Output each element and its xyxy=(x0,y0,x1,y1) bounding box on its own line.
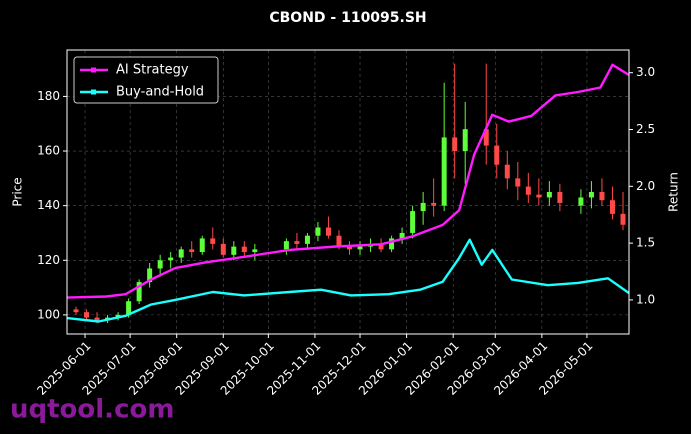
candle-body xyxy=(94,317,100,321)
watermark: uqtool.com xyxy=(10,395,174,425)
candle-body xyxy=(147,268,153,283)
legend-marker xyxy=(91,67,96,73)
candle-body xyxy=(136,282,142,302)
candle-body xyxy=(294,241,300,244)
candle-body xyxy=(557,192,563,203)
candle-body xyxy=(536,194,542,198)
candle-body xyxy=(304,235,310,244)
candle-body xyxy=(578,197,584,206)
candle-body xyxy=(420,202,426,212)
legend-label: AI Strategy xyxy=(116,63,189,78)
candle-body xyxy=(462,129,468,152)
y2-tick-label: 1.5 xyxy=(636,236,655,250)
y-tick-label: 160 xyxy=(37,144,60,158)
plot-frame xyxy=(66,49,630,335)
chart-title: CBOND - 110095.SH xyxy=(269,10,426,26)
candle-body xyxy=(399,232,405,239)
legend-label: Buy-and-Hold xyxy=(116,85,204,100)
candle-body xyxy=(325,227,331,236)
candle-body xyxy=(410,211,416,233)
candle-body xyxy=(620,213,626,225)
candle-body xyxy=(157,260,163,269)
candle-body xyxy=(504,164,510,179)
candle-body xyxy=(609,200,615,214)
candle-body xyxy=(220,243,226,255)
legend: AI Strategy Buy-and-Hold xyxy=(73,56,219,104)
candle-body xyxy=(441,137,447,206)
return-line xyxy=(66,63,630,299)
y-tick-label: 100 xyxy=(37,307,60,321)
y-tick-label: 180 xyxy=(37,89,60,103)
candle-body xyxy=(241,246,247,253)
candle-body xyxy=(231,246,237,255)
candle-body xyxy=(483,129,489,146)
y2-tick-label: 2.5 xyxy=(636,122,655,136)
candle-body xyxy=(199,238,205,253)
candle-body xyxy=(378,243,384,250)
y-axis-label: Price xyxy=(11,177,25,206)
candle-body xyxy=(452,137,458,152)
y2-tick-label: 1.0 xyxy=(636,292,655,306)
y2-tick-label: 2.0 xyxy=(636,179,655,193)
y2-tick-label: 3.0 xyxy=(636,65,655,79)
candle-body xyxy=(525,186,531,195)
candle-body xyxy=(315,227,321,236)
candle-body xyxy=(588,192,594,198)
candle-body xyxy=(189,249,195,253)
candle-body xyxy=(347,246,353,250)
candle-body xyxy=(494,145,500,165)
candle-body xyxy=(283,241,289,250)
legend-marker xyxy=(91,89,96,95)
candle-body xyxy=(210,238,216,244)
candle-body xyxy=(168,257,174,261)
y2-axis-label: Return xyxy=(667,172,681,212)
y-tick-label: 140 xyxy=(37,198,60,212)
candle-body xyxy=(84,312,90,318)
candle-body xyxy=(252,249,258,253)
candle-body xyxy=(336,235,342,247)
candle-body xyxy=(599,192,605,201)
candle-body xyxy=(178,249,184,258)
candle-body xyxy=(431,202,437,206)
candle-body xyxy=(126,301,132,315)
legend-box xyxy=(73,56,219,104)
candle-body xyxy=(389,238,395,250)
candle-body xyxy=(73,309,79,313)
candle-body xyxy=(357,246,363,250)
y-tick-label: 120 xyxy=(37,253,60,267)
return-line xyxy=(66,238,630,323)
candle-body xyxy=(515,178,521,187)
candle-body xyxy=(546,192,552,198)
